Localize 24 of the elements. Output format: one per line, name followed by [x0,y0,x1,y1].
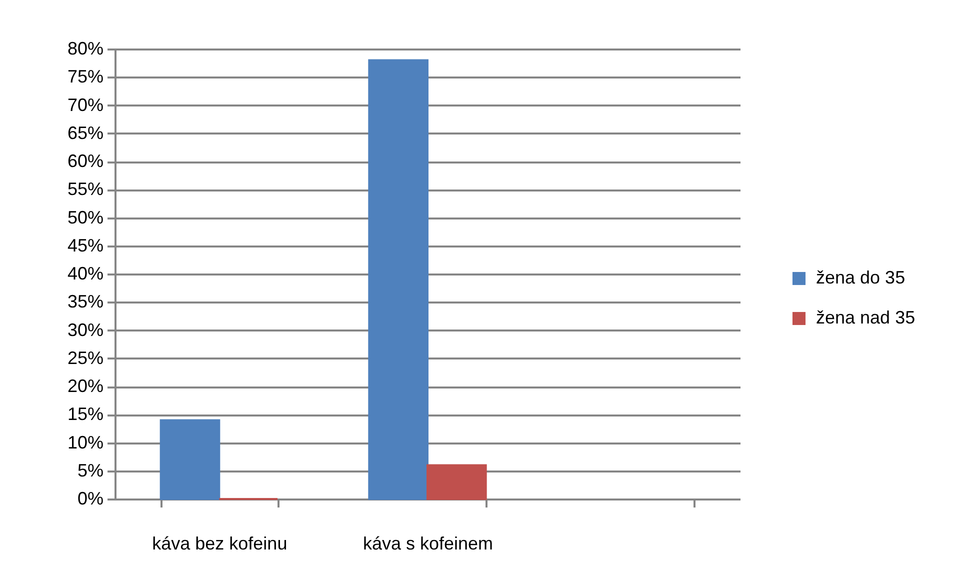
y-tick-label: 15% [67,404,104,424]
y-tick-label: 30% [67,320,104,340]
y-tick-label: 75% [67,66,104,87]
y-tick-label: 35% [67,292,104,312]
y-tick-label: 45% [67,235,104,256]
y-tick-label: 20% [67,376,104,396]
y-tick-label: 65% [67,122,104,143]
bar [368,59,428,500]
x-tick-label: káva s kofeinem [362,534,494,554]
y-tick-label: 70% [67,94,104,115]
y-tick-label: 55% [67,179,104,200]
y-tick-label: 0% [77,488,104,508]
x-tick-label: káva bez kofeinu [152,534,288,554]
bar [160,419,220,500]
y-tick-label: 50% [67,207,104,228]
y-tick-label: 5% [77,460,104,480]
legend-label: žena nad 35 [816,308,916,328]
y-tick-label: 60% [67,151,104,171]
y-tick-label: 40% [67,264,104,284]
y-tick-label: 80% [67,38,104,58]
y-tick-label: 10% [67,432,104,452]
bar [426,464,487,500]
legend-label: žena do 35 [816,268,906,288]
y-tick-label: 25% [67,348,104,368]
